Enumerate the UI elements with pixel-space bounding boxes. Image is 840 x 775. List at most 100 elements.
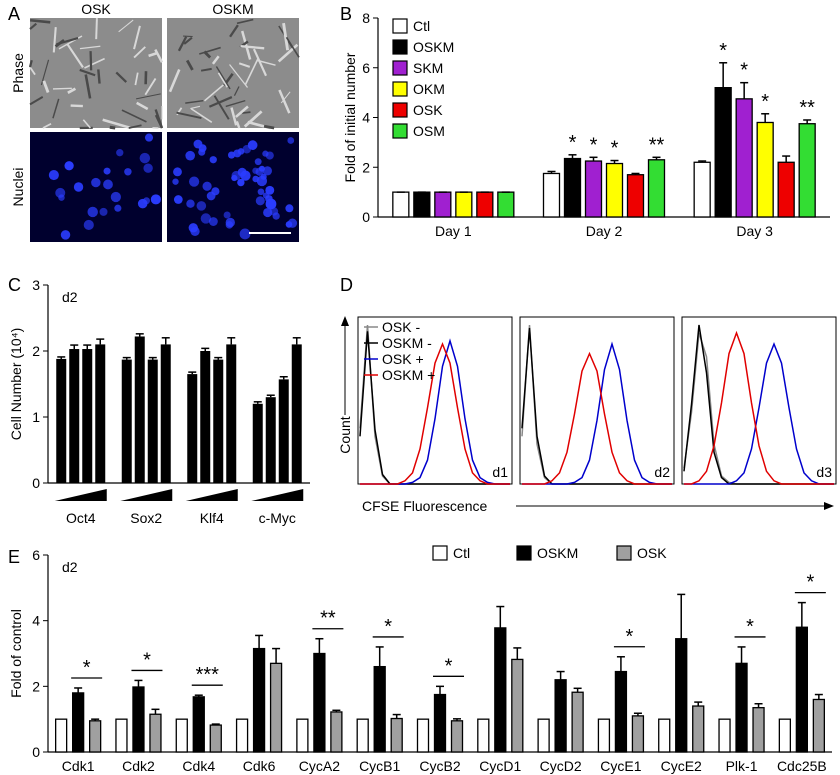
cell-texture	[84, 74, 92, 99]
histogram-curve	[360, 341, 510, 485]
significance: *	[83, 657, 91, 679]
nucleus	[239, 228, 251, 240]
bar	[798, 123, 816, 218]
cell-texture	[95, 18, 98, 40]
bar	[718, 718, 731, 753]
cell-texture	[52, 27, 57, 53]
bar	[554, 679, 567, 753]
legend-label: Ctl	[453, 545, 470, 561]
legend-swatch	[516, 545, 532, 561]
significance: *	[719, 40, 727, 62]
nucleus	[196, 201, 207, 211]
bar	[265, 397, 276, 483]
bar	[313, 652, 326, 753]
cell-texture	[240, 30, 252, 60]
nucleus	[114, 204, 122, 212]
bar	[631, 715, 645, 753]
y-axis-label: Fold of control	[8, 609, 24, 698]
cell-texture	[252, 48, 268, 77]
cell-texture	[67, 87, 77, 94]
bar	[434, 191, 452, 218]
bar	[571, 691, 584, 753]
nucleus	[254, 158, 262, 166]
legend-swatch	[392, 60, 408, 76]
bar	[597, 718, 611, 753]
panel-label: E	[8, 547, 20, 567]
bar	[55, 718, 68, 753]
histogram-curve	[521, 328, 672, 485]
bar	[132, 686, 145, 753]
significance: *	[445, 655, 453, 677]
bar	[777, 161, 795, 218]
cell-texture	[242, 111, 251, 114]
bar	[235, 718, 249, 753]
nucleus	[124, 168, 132, 176]
annotation: d2	[62, 289, 78, 305]
cell-texture	[230, 107, 238, 126]
cell-texture	[203, 50, 212, 59]
cell-texture	[238, 62, 251, 68]
significance: *	[746, 616, 754, 638]
x-axis-label: CFSE Fluorescence	[362, 498, 487, 514]
x-tick-label: Cdk1	[62, 758, 95, 774]
nucleus	[223, 211, 231, 219]
nucleus	[265, 151, 274, 160]
cell-texture	[277, 43, 299, 63]
cell-texture	[244, 57, 259, 86]
bar	[692, 705, 705, 753]
bar	[433, 693, 447, 753]
nucleus	[185, 150, 195, 161]
cell-texture	[208, 96, 233, 108]
cell-texture	[66, 43, 84, 68]
cell-texture	[235, 121, 241, 129]
nucleus	[190, 226, 200, 237]
bar	[647, 159, 666, 218]
x-tick-label: Day 2	[586, 223, 623, 239]
nucleus	[60, 230, 71, 240]
cell-texture	[29, 96, 44, 106]
nucleus	[150, 194, 161, 205]
row-title: Nuclei	[10, 168, 26, 207]
histogram-curve	[684, 341, 834, 485]
nucleus	[137, 198, 148, 209]
y-axis-label: Count	[337, 416, 353, 453]
nucleus	[143, 163, 153, 173]
x-tick-label: Day 1	[435, 223, 472, 239]
cell-texture	[121, 109, 147, 123]
bar	[82, 349, 93, 483]
legend-label: OKM	[413, 81, 445, 97]
significance: *	[590, 134, 598, 156]
nucleus	[144, 133, 154, 142]
cell-texture	[199, 46, 221, 55]
cell-texture	[176, 111, 202, 119]
y-tick-label: 3	[32, 277, 40, 293]
bar	[605, 162, 624, 218]
nucleus	[269, 207, 279, 216]
nucleus	[255, 167, 264, 176]
cell-texture	[42, 123, 52, 129]
bar	[56, 358, 67, 483]
dose-wedge	[185, 489, 238, 501]
panel-label: C	[8, 275, 21, 295]
legend-label: OSK -	[382, 319, 420, 335]
histogram-curve	[684, 330, 834, 485]
significance: *	[740, 60, 748, 82]
nucleus	[265, 195, 273, 203]
bar	[175, 718, 188, 753]
nucleus	[103, 167, 111, 175]
nucleus	[48, 169, 59, 181]
bar	[160, 344, 171, 483]
bar	[413, 191, 431, 218]
x-tick-label: CycE1	[600, 758, 641, 774]
significance: **	[649, 134, 665, 156]
cell-texture	[134, 72, 139, 86]
y-tick-label: 6	[362, 60, 370, 76]
nucleus	[237, 167, 247, 177]
cell-texture	[102, 118, 132, 130]
bar	[476, 191, 494, 218]
cell-texture	[235, 105, 249, 118]
cell-texture	[28, 59, 33, 68]
cell-texture	[133, 25, 141, 50]
bar	[69, 349, 80, 483]
